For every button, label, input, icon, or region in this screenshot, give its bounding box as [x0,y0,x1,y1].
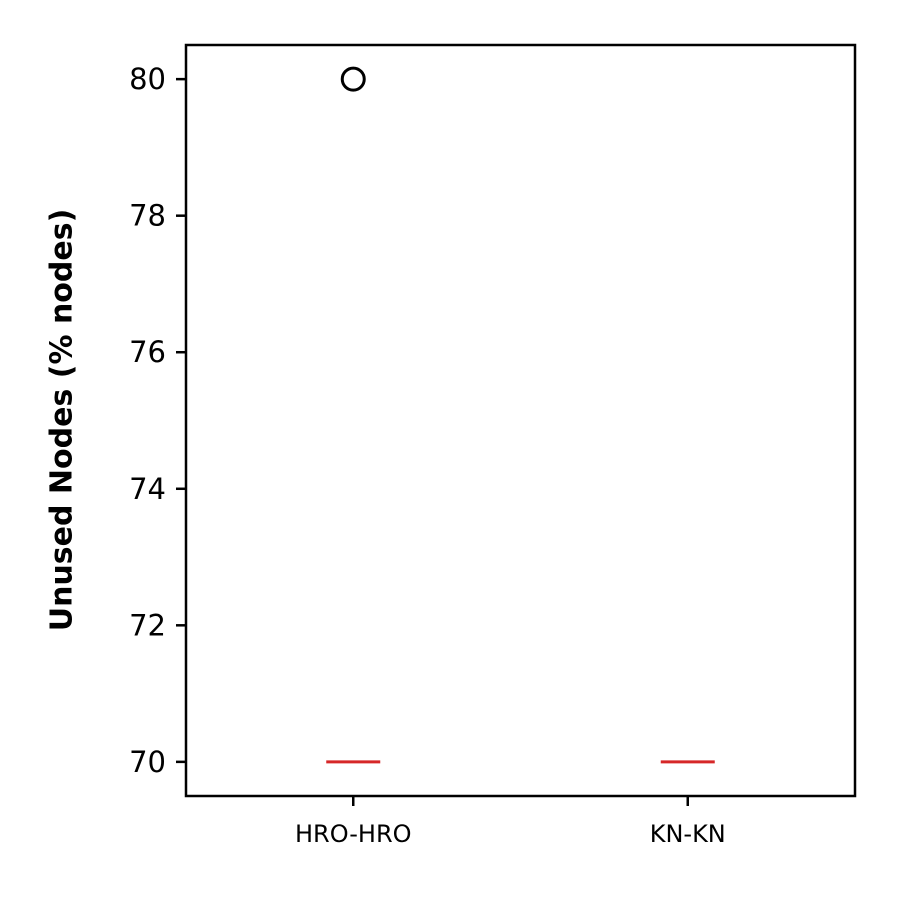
box-outlier [340,66,366,92]
x-tick-label: KN-KN [650,820,726,848]
y-axis-label: Unused Nodes (% nodes) [45,209,80,632]
x-axis: HRO-HRO KN-KN [295,796,726,848]
y-tick-label: 70 [129,745,166,779]
y-tick-label: 80 [129,62,166,96]
x-tick-label: HRO-HRO [295,820,412,848]
y-tick-label: 78 [129,199,166,233]
y-tick-label: 72 [129,608,166,642]
y-tick-label: 76 [129,335,166,369]
plot-marks [326,66,715,764]
plot-frame [184,43,857,798]
y-axis: 70 72 74 76 78 80 [129,62,186,779]
y-tick-label: 74 [129,472,166,506]
